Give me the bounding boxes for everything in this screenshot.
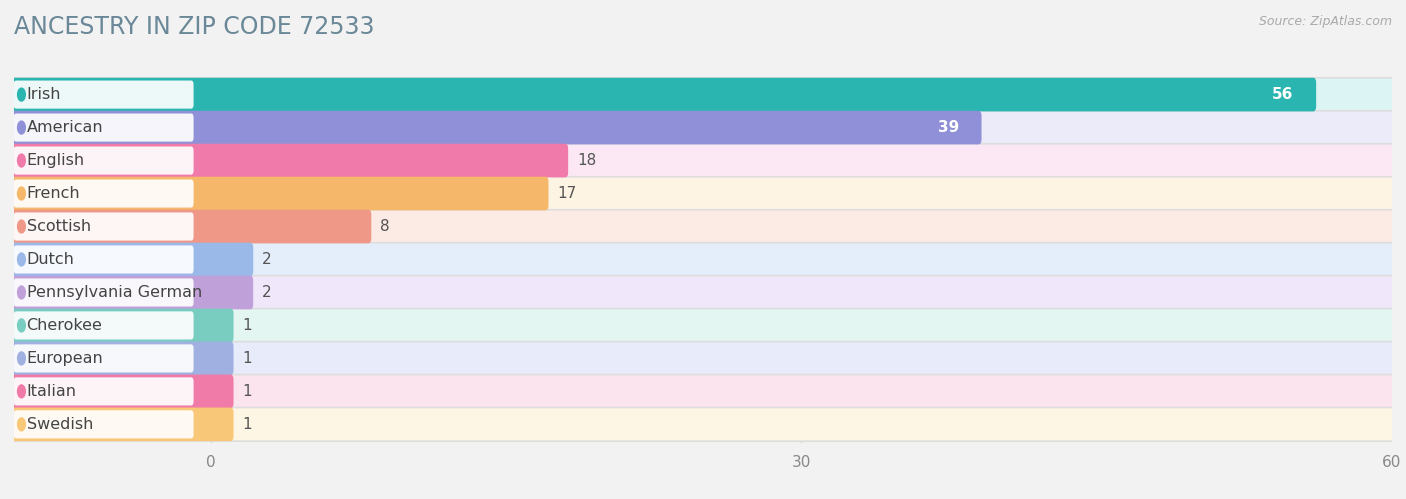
Text: Scottish: Scottish	[27, 219, 90, 234]
FancyBboxPatch shape	[14, 246, 194, 273]
Text: 18: 18	[576, 153, 596, 168]
Circle shape	[18, 319, 25, 332]
Circle shape	[18, 88, 25, 101]
FancyBboxPatch shape	[11, 408, 233, 441]
FancyBboxPatch shape	[11, 144, 1395, 177]
Text: Cherokee: Cherokee	[27, 318, 103, 333]
Text: Irish: Irish	[27, 87, 60, 102]
Text: ANCESTRY IN ZIP CODE 72533: ANCESTRY IN ZIP CODE 72533	[14, 15, 374, 39]
Text: 2: 2	[262, 252, 271, 267]
FancyBboxPatch shape	[11, 308, 233, 342]
Text: 1: 1	[242, 417, 252, 432]
Text: 17: 17	[557, 186, 576, 201]
FancyBboxPatch shape	[11, 408, 1395, 441]
FancyBboxPatch shape	[11, 308, 1395, 342]
Circle shape	[18, 187, 25, 200]
Circle shape	[18, 352, 25, 365]
Text: Italian: Italian	[27, 384, 76, 399]
Text: American: American	[27, 120, 103, 135]
Circle shape	[18, 121, 25, 134]
FancyBboxPatch shape	[11, 177, 1395, 211]
FancyBboxPatch shape	[11, 78, 1316, 111]
Text: 1: 1	[242, 384, 252, 399]
Circle shape	[18, 253, 25, 266]
Circle shape	[18, 154, 25, 167]
Text: 1: 1	[242, 351, 252, 366]
Text: European: European	[27, 351, 103, 366]
FancyBboxPatch shape	[11, 210, 1395, 244]
FancyBboxPatch shape	[11, 144, 568, 177]
FancyBboxPatch shape	[14, 311, 194, 339]
FancyBboxPatch shape	[11, 78, 1395, 111]
FancyBboxPatch shape	[14, 213, 194, 241]
Circle shape	[18, 385, 25, 398]
FancyBboxPatch shape	[11, 342, 1395, 375]
FancyBboxPatch shape	[11, 210, 371, 244]
FancyBboxPatch shape	[11, 243, 1395, 276]
FancyBboxPatch shape	[11, 342, 233, 375]
FancyBboxPatch shape	[11, 275, 253, 309]
Text: Swedish: Swedish	[27, 417, 93, 432]
Text: 8: 8	[380, 219, 389, 234]
FancyBboxPatch shape	[11, 275, 1395, 309]
Circle shape	[18, 418, 25, 431]
FancyBboxPatch shape	[14, 80, 194, 109]
FancyBboxPatch shape	[11, 375, 233, 408]
Text: Pennsylvania German: Pennsylvania German	[27, 285, 201, 300]
Text: 39: 39	[938, 120, 959, 135]
FancyBboxPatch shape	[14, 113, 194, 142]
FancyBboxPatch shape	[14, 410, 194, 439]
Text: English: English	[27, 153, 84, 168]
FancyBboxPatch shape	[14, 278, 194, 306]
Circle shape	[18, 286, 25, 299]
FancyBboxPatch shape	[11, 111, 981, 144]
FancyBboxPatch shape	[14, 147, 194, 175]
FancyBboxPatch shape	[11, 111, 1395, 144]
Text: Dutch: Dutch	[27, 252, 75, 267]
FancyBboxPatch shape	[14, 377, 194, 406]
FancyBboxPatch shape	[14, 344, 194, 372]
Text: 1: 1	[242, 318, 252, 333]
FancyBboxPatch shape	[14, 180, 194, 208]
FancyBboxPatch shape	[11, 243, 253, 276]
Circle shape	[18, 220, 25, 233]
Text: French: French	[27, 186, 80, 201]
FancyBboxPatch shape	[11, 177, 548, 211]
Text: Source: ZipAtlas.com: Source: ZipAtlas.com	[1258, 15, 1392, 28]
FancyBboxPatch shape	[11, 375, 1395, 408]
Text: 2: 2	[262, 285, 271, 300]
Text: 56: 56	[1272, 87, 1294, 102]
